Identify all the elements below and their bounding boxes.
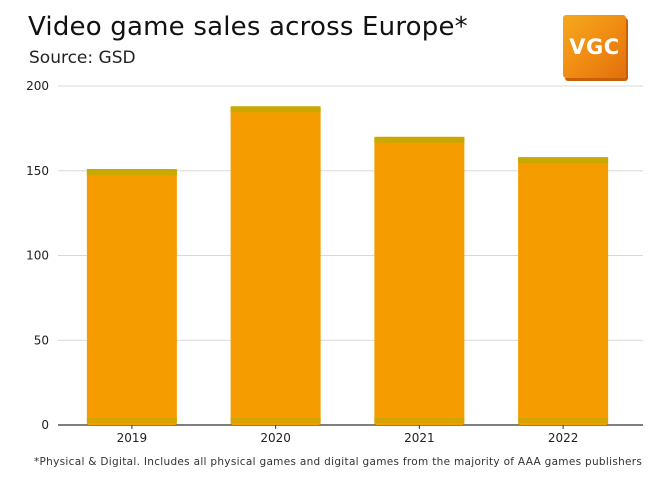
bar [230,106,321,425]
bar-base [518,418,609,423]
x-tick-label: 2020 [260,431,291,445]
chart-source: Source: GSD [29,48,136,68]
x-tick-label: 2021 [404,431,435,445]
bars [86,106,609,425]
bar-cap [86,169,177,176]
bar-base [230,418,321,423]
bar-cap [518,157,609,164]
bar [518,157,609,425]
x-tick-label: 2022 [548,431,579,445]
y-tick-label: 100 [26,249,49,263]
bar-cap [374,136,465,143]
y-tick-label: 50 [34,333,49,347]
x-axis-ticks: 2019 2020 2021 2022 [117,425,579,445]
chart-title: Video game sales across Europe* [28,12,468,42]
x-tick-label: 2019 [117,431,148,445]
y-tick-label: 0 [41,418,49,432]
bar-base [86,418,177,423]
y-axis-ticks: 0 50 100 150 200 [26,79,49,432]
bar [374,136,465,425]
y-tick-label: 150 [26,164,49,178]
footnote: *Physical & Digital. Includes all physic… [34,456,643,468]
bar [86,169,177,425]
vgc-logo: VGC [563,15,626,78]
bar-base [374,418,465,423]
bar-cap [230,106,321,113]
y-tick-label: 200 [26,79,49,93]
vgc-logo-text: VGC [569,34,620,59]
